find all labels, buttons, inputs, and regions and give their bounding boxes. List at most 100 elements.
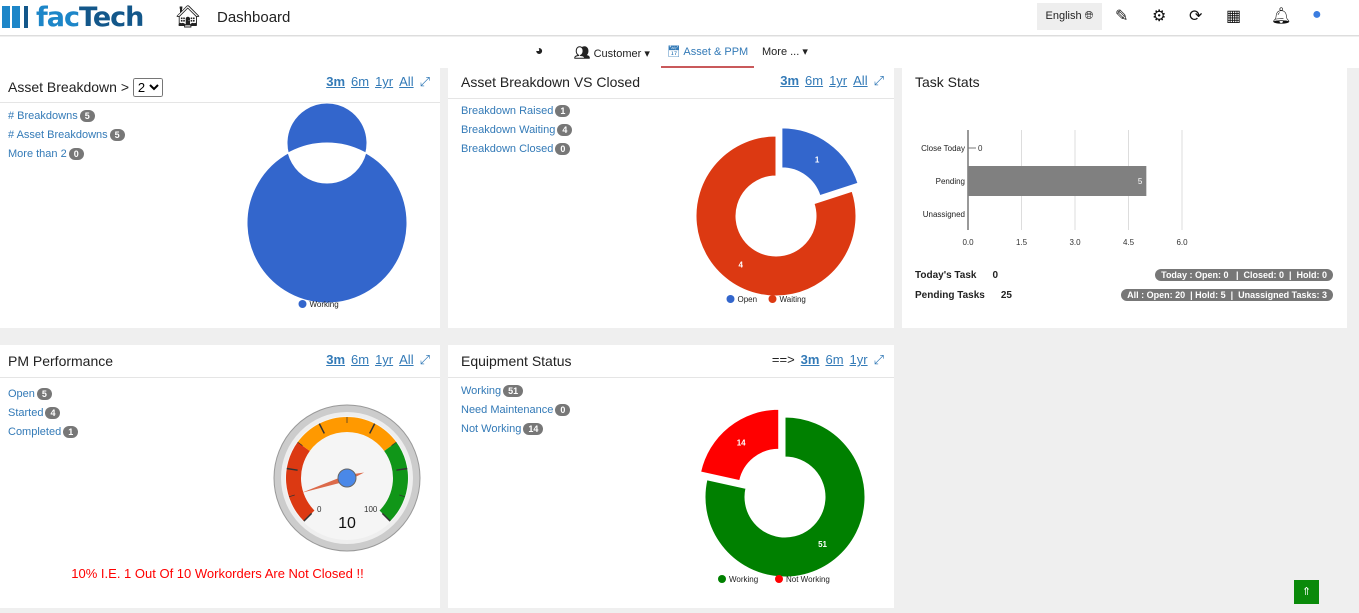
y-category-label: Close Today [921, 144, 965, 153]
nav-more[interactable]: More ... ▾ [762, 46, 808, 58]
range-all[interactable]: All [399, 352, 414, 367]
gauge-min-label: 0 [317, 505, 322, 514]
card-title: Asset Breakdown > [8, 79, 130, 95]
user-avatar-icon[interactable]: ● [1312, 6, 1322, 23]
slice-label: 14 [737, 438, 746, 447]
gauge-tick [286, 467, 298, 471]
pm-alert-message: 10% I.E. 1 Out Of 10 Workorders Are Not … [71, 566, 364, 581]
slice-label: 4 [739, 261, 744, 270]
legend-marker [718, 575, 726, 583]
expand-icon[interactable]: ⤢ [873, 73, 884, 88]
stat-list: # Breakdowns 5 # Asset Breakdowns 5 More t… [8, 110, 125, 167]
pending-tasks-row: Pending Tasks 25 [915, 290, 1012, 301]
card-title: Asset Breakdown VS Closed [461, 74, 640, 90]
apps-grid-icon[interactable]: ▦ [1226, 8, 1242, 25]
threshold-select[interactable]: 2 [132, 78, 163, 97]
stat-raised[interactable]: Breakdown Raised 1 [461, 105, 572, 117]
stat-need-maintenance[interactable]: Need Maintenance 0 [461, 404, 571, 416]
gear-icon[interactable]: ⚙ [1152, 8, 1167, 25]
asset-breakdown-vs-closed-card: Asset Breakdown VS Closed 3m 6m 1yr All ⤢ Br… [448, 68, 894, 328]
card-title: PM Performance [8, 353, 114, 369]
range-3m[interactable]: 3m [326, 74, 346, 89]
range-3m[interactable]: 3m [326, 352, 346, 367]
expand-icon[interactable]: ⤢ [873, 352, 884, 367]
bell-icon[interactable]: 🔔︎ [1271, 8, 1292, 25]
bar-pending [968, 166, 1147, 196]
range-1yr[interactable]: 1yr [829, 73, 848, 88]
legend-marker [775, 575, 783, 583]
legend-marker [298, 300, 307, 308]
stat-breakdowns[interactable]: # Breakdowns 5 [8, 110, 125, 122]
scroll-top-button[interactable]: ⇑ [1294, 580, 1319, 604]
gauge-tick [399, 494, 406, 498]
x-tick-label: 6.0 [1176, 238, 1188, 247]
stat-closed[interactable]: Breakdown Closed 0 [461, 143, 572, 155]
range-1yr[interactable]: 1yr [849, 352, 868, 367]
gauge-tick [288, 494, 295, 498]
x-tick-label: 3.0 [1069, 238, 1081, 247]
nav-asset-ppm[interactable]: 📅︎ Asset & PPM [661, 45, 755, 68]
donut-slice-not-working [700, 408, 780, 482]
equipment-status-donut: 51 14 Working Not Working [700, 408, 866, 584]
ticket-icon[interactable]: ✎ [1115, 8, 1129, 25]
users-icon: 👥︎ [574, 45, 591, 60]
expand-icon[interactable]: ⤢ [419, 352, 430, 367]
y-category-label: Unassigned [923, 210, 965, 219]
expand-icon[interactable]: ⤢ [419, 74, 430, 89]
dashboard-gauge-icon[interactable]: ◕ [535, 42, 544, 58]
asset-breakdown-card: Asset Breakdown > 2 3m 6m 1yr All ⤢ # Breakd… [0, 68, 440, 328]
nav-customer[interactable]: 👥︎ Customer ▾ [574, 45, 650, 60]
language-selector[interactable]: English 🌐︎ [1037, 3, 1102, 30]
stat-list: Working 51 Need Maintenance 0 Not Working 1… [461, 385, 571, 442]
stat-open[interactable]: Open 5 [8, 388, 78, 400]
legend-marker [726, 295, 735, 303]
range-1yr[interactable]: 1yr [375, 352, 394, 367]
stat-not-working[interactable]: Not Working 14 [461, 423, 570, 435]
x-tick-label: 1.5 [1016, 238, 1028, 247]
arrow-label: ==> [771, 352, 795, 367]
gauge-tick [369, 423, 376, 434]
gauge-band [379, 442, 408, 522]
x-tick-label: 0.0 [962, 238, 974, 247]
stat-working[interactable]: Working 51 [461, 385, 570, 397]
donut-slice-working [704, 416, 866, 578]
home-icon[interactable]: 🏠︎ [174, 4, 202, 29]
equipment-status-card: Equipment Status ==> 3m 6m 1yr ⤢ Working 51 N… [448, 345, 894, 608]
stat-completed[interactable]: Completed 1 [8, 426, 79, 438]
bar-value-label: 0 [978, 144, 983, 153]
breakdown-vs-closed-donut: 1 4 Open Waiting [695, 127, 859, 304]
legend-label: Working [310, 300, 339, 309]
range-all[interactable]: All [399, 74, 414, 89]
stat-started[interactable]: Started 4 [8, 407, 78, 419]
legend-marker [768, 295, 777, 303]
range-6m[interactable]: 6m [805, 73, 824, 88]
factech-logo[interactable]: facTech [2, 2, 144, 33]
legend-label: Open [738, 295, 758, 304]
donut-slice-open [781, 127, 859, 197]
range-6m[interactable]: 6m [351, 352, 370, 367]
range-all[interactable]: All [853, 73, 868, 88]
stat-waiting[interactable]: Breakdown Waiting 4 [461, 124, 573, 136]
legend-label: Working [729, 575, 758, 584]
module-nav: ◕ 👥︎ Customer ▾ 📅︎ Asset & PPM More ... … [0, 37, 1359, 68]
page-title: Dashboard [217, 9, 291, 26]
stat-list: Breakdown Raised 1 Breakdown Waiting 4 Bre… [461, 105, 573, 162]
gauge-tick [318, 423, 325, 434]
range-6m[interactable]: 6m [825, 352, 844, 367]
asset-breakdown-donut: Working [246, 102, 408, 309]
gauge-band [286, 442, 315, 522]
range-3m[interactable]: 3m [800, 352, 820, 367]
refresh-icon[interactable]: ⟳ [1189, 8, 1203, 25]
range-1yr[interactable]: 1yr [375, 74, 394, 89]
stat-list: Open 5 Started 4 Completed 1 [8, 388, 79, 445]
range-6m[interactable]: 6m [351, 74, 370, 89]
legend-label: Waiting [780, 295, 806, 304]
gauge-max-label: 100 [364, 505, 378, 514]
card-title: Equipment Status [461, 353, 572, 369]
pm-gauge: 0 100 10 [273, 404, 421, 552]
stat-asset-breakdowns[interactable]: # Asset Breakdowns 5 [8, 129, 125, 141]
todays-task-row: Today's Task 0 [915, 270, 999, 281]
pm-performance-card: PM Performance 3m 6m 1yr All ⤢ Open 5 Started… [0, 345, 440, 608]
range-3m[interactable]: 3m [780, 73, 800, 88]
